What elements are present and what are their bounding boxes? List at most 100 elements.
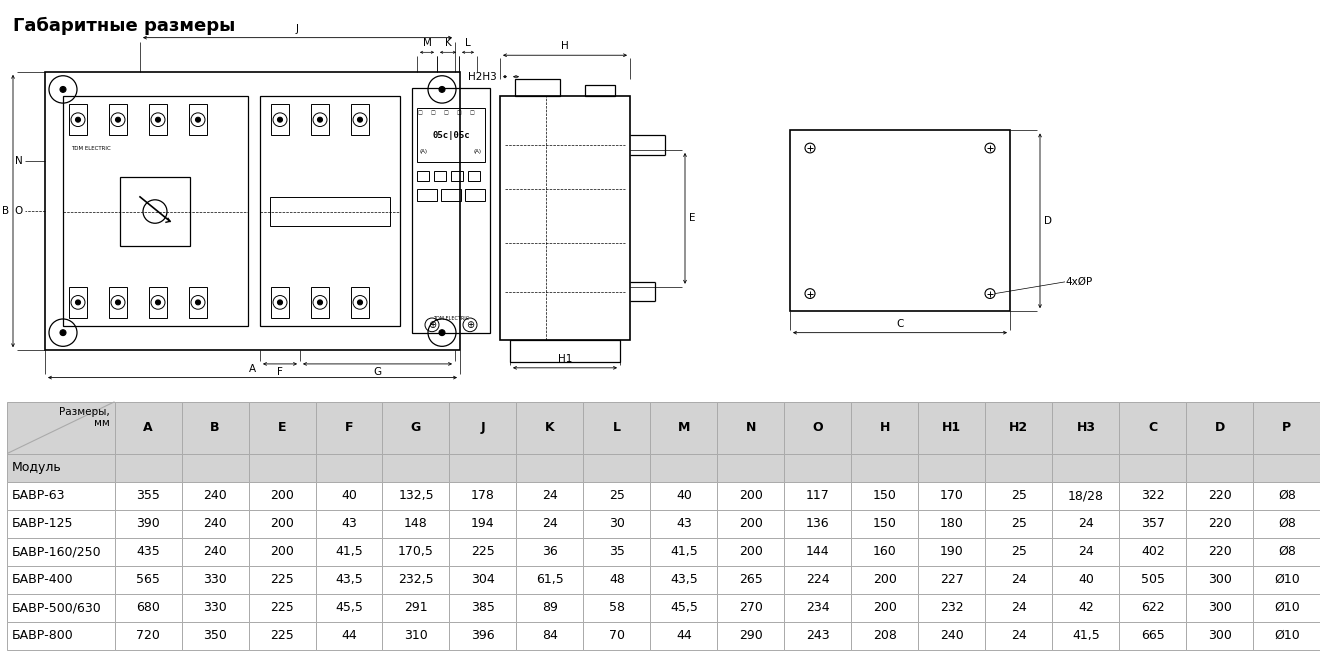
Text: 720: 720 xyxy=(137,629,161,643)
Bar xyxy=(114,454,182,482)
Bar xyxy=(584,482,650,510)
Text: 178: 178 xyxy=(471,489,495,502)
Bar xyxy=(918,402,986,454)
Bar xyxy=(784,402,852,454)
Bar xyxy=(109,286,127,318)
Text: 70: 70 xyxy=(609,629,625,643)
Circle shape xyxy=(76,300,81,305)
Text: 350: 350 xyxy=(203,629,227,643)
Bar xyxy=(500,97,630,340)
Circle shape xyxy=(357,117,362,122)
Bar xyxy=(1052,594,1120,622)
Bar xyxy=(718,454,784,482)
Text: C: C xyxy=(896,319,904,328)
Bar xyxy=(650,510,718,537)
Text: D: D xyxy=(1044,215,1052,226)
Bar xyxy=(1120,510,1186,537)
Circle shape xyxy=(317,300,322,305)
Bar xyxy=(464,189,484,201)
Bar xyxy=(585,85,614,97)
Text: ⊕: ⊕ xyxy=(427,320,437,330)
Bar xyxy=(7,622,114,650)
Text: БАВР-400: БАВР-400 xyxy=(12,573,73,586)
Text: H3: H3 xyxy=(1076,421,1095,434)
Circle shape xyxy=(155,117,161,122)
Text: 41,5: 41,5 xyxy=(670,545,698,558)
Text: 36: 36 xyxy=(543,545,557,558)
Bar xyxy=(382,402,450,454)
Text: E: E xyxy=(277,421,287,434)
Text: 24: 24 xyxy=(543,517,557,530)
Text: БАВР-125: БАВР-125 xyxy=(12,517,73,530)
Text: 227: 227 xyxy=(940,573,963,586)
Text: J: J xyxy=(480,421,486,434)
Text: 44: 44 xyxy=(675,629,691,643)
Bar xyxy=(852,566,918,594)
Bar xyxy=(382,594,450,622)
Text: 225: 225 xyxy=(471,545,495,558)
Bar xyxy=(986,482,1052,510)
Text: БАВР-800: БАВР-800 xyxy=(12,629,73,643)
Bar xyxy=(1254,454,1320,482)
Bar xyxy=(718,566,784,594)
Bar xyxy=(271,104,289,135)
Text: D: D xyxy=(1214,421,1225,434)
Bar xyxy=(271,286,289,318)
Circle shape xyxy=(317,117,322,122)
Bar xyxy=(450,537,516,566)
Text: TDM ELECTRIC: TDM ELECTRIC xyxy=(72,146,110,151)
Bar xyxy=(450,566,516,594)
Text: БАВР-160/250: БАВР-160/250 xyxy=(12,545,101,558)
Bar xyxy=(986,537,1052,566)
Bar xyxy=(248,594,316,622)
Text: 304: 304 xyxy=(471,573,495,586)
Bar xyxy=(986,402,1052,454)
Bar xyxy=(718,594,784,622)
Bar xyxy=(718,482,784,510)
Text: 43: 43 xyxy=(341,517,357,530)
Bar xyxy=(451,171,463,181)
Text: 42: 42 xyxy=(1078,601,1093,614)
Bar xyxy=(316,510,382,537)
Bar xyxy=(1052,566,1120,594)
Bar xyxy=(1120,537,1186,566)
Text: F: F xyxy=(345,421,353,434)
Text: 225: 225 xyxy=(271,629,293,643)
Bar xyxy=(119,177,190,246)
Bar xyxy=(382,482,450,510)
Bar xyxy=(114,537,182,566)
Bar xyxy=(114,402,182,454)
Bar xyxy=(852,537,918,566)
Text: 24: 24 xyxy=(1011,573,1027,586)
Bar xyxy=(584,622,650,650)
Bar xyxy=(852,402,918,454)
Bar xyxy=(62,97,248,326)
Text: 132,5: 132,5 xyxy=(398,489,434,502)
Bar xyxy=(316,402,382,454)
Bar xyxy=(1254,537,1320,566)
Bar xyxy=(434,171,446,181)
Bar xyxy=(584,566,650,594)
Bar xyxy=(311,104,329,135)
Text: 61,5: 61,5 xyxy=(536,573,564,586)
Text: 290: 290 xyxy=(739,629,763,643)
Bar xyxy=(516,594,584,622)
Text: 190: 190 xyxy=(940,545,963,558)
Bar xyxy=(441,189,460,201)
Bar xyxy=(986,594,1052,622)
Text: O: O xyxy=(15,206,23,216)
Text: 58: 58 xyxy=(609,601,625,614)
Text: 43: 43 xyxy=(675,517,691,530)
Bar xyxy=(784,594,852,622)
Text: J: J xyxy=(296,24,299,34)
Text: 25: 25 xyxy=(609,489,625,502)
Bar xyxy=(852,454,918,482)
Circle shape xyxy=(195,300,200,305)
Bar xyxy=(411,89,490,332)
Bar xyxy=(417,189,437,201)
Text: 234: 234 xyxy=(805,601,829,614)
Text: 208: 208 xyxy=(873,629,897,643)
Text: 243: 243 xyxy=(805,629,829,643)
Bar xyxy=(316,594,382,622)
Text: 84: 84 xyxy=(541,629,557,643)
